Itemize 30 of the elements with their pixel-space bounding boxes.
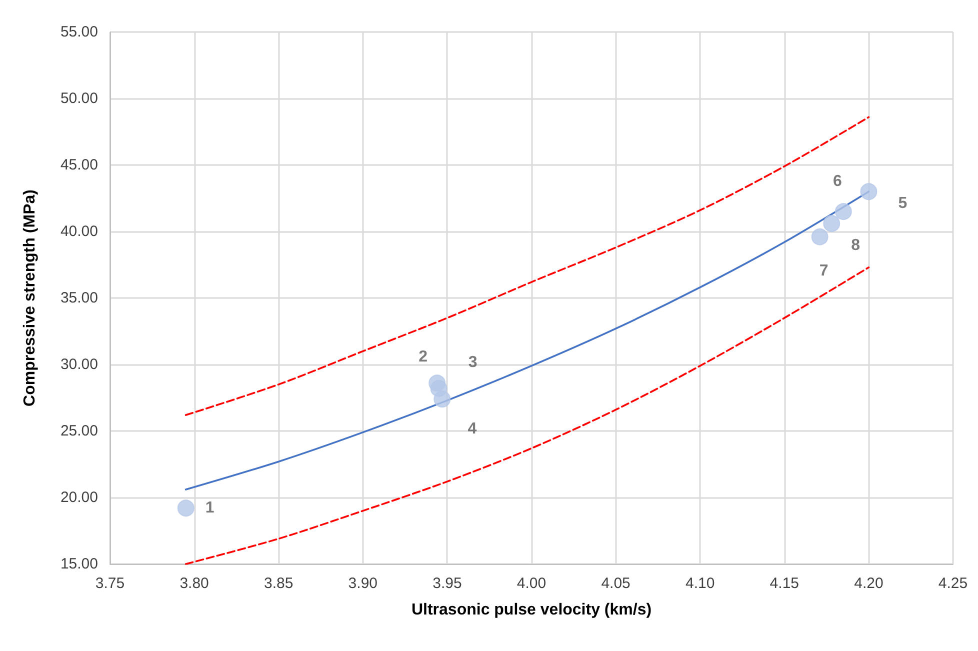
x-tick-label: 4.10 <box>686 575 715 592</box>
y-axis-title: Compressive strength (MPa) <box>22 190 38 406</box>
y-tick-label: 20.00 <box>60 489 98 506</box>
x-tick-label: 4.25 <box>938 575 968 592</box>
x-tick-label: 4.20 <box>854 575 884 592</box>
y-tick-label: 15.00 <box>60 556 98 572</box>
y-tick-label: 45.00 <box>60 156 98 174</box>
y-tick-label: 40.00 <box>60 223 98 240</box>
y-tick-label: 35.00 <box>60 290 98 306</box>
x-tick-label: 3.95 <box>432 575 462 592</box>
x-tick-label: 3.85 <box>264 575 294 592</box>
x-tick-label: 3.90 <box>348 575 378 592</box>
annotation: 1 <box>205 500 214 517</box>
annotation: 5 <box>898 195 908 212</box>
x-tick-label: 4.15 <box>770 575 799 592</box>
x-axis-title: Ultrasonic pulse velocity (km/s) <box>411 602 652 618</box>
annotation: 4 <box>468 420 477 438</box>
x-tick-label: 3.75 <box>95 575 125 592</box>
y-tick-label: 25.00 <box>60 422 98 440</box>
x-tick-label: 3.80 <box>180 575 209 592</box>
annotation: 7 <box>819 262 828 280</box>
annotation: 6 <box>832 173 842 190</box>
y-tick-label: 50.00 <box>60 90 98 107</box>
annotation: 8 <box>851 237 860 254</box>
annotation: 3 <box>468 354 478 371</box>
x-tick-label: 4.00 <box>516 575 546 592</box>
annotation: 2 <box>418 348 428 366</box>
y-tick-label: 55.00 <box>60 24 98 40</box>
x-tick-label: 4.05 <box>601 575 630 592</box>
y-tick-label: 30.00 <box>60 356 98 373</box>
